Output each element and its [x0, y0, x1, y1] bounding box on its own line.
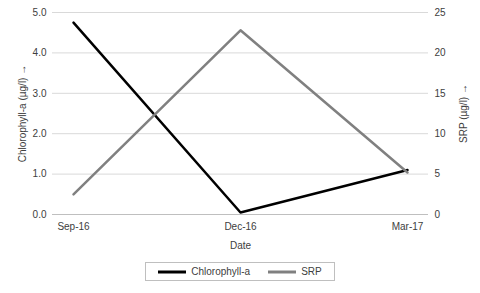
svg-text:5: 5: [435, 168, 441, 179]
svg-text:5.0: 5.0: [33, 7, 47, 18]
svg-text:Mar-17: Mar-17: [392, 221, 424, 232]
svg-text:1.0: 1.0: [33, 168, 47, 179]
svg-text:Date: Date: [230, 240, 252, 251]
svg-text:Sep-16: Sep-16: [57, 221, 90, 232]
svg-text:20: 20: [435, 47, 447, 58]
svg-text:10: 10: [435, 128, 447, 139]
svg-text:4.0: 4.0: [33, 47, 47, 58]
svg-text:Dec-16: Dec-16: [224, 221, 257, 232]
svg-text:SRP (µg/l) →: SRP (µg/l) →: [458, 84, 469, 143]
svg-text:2.0: 2.0: [33, 128, 47, 139]
svg-text:0.0: 0.0: [33, 209, 47, 220]
svg-text:25: 25: [435, 7, 447, 18]
svg-text:0: 0: [435, 209, 441, 220]
html-text:SRP: SRP: [301, 266, 322, 277]
svg-text:Chlorophyll-a (µg/l) →: Chlorophyll-a (µg/l) →: [17, 65, 28, 162]
svg-text:15: 15: [435, 88, 447, 99]
svg-text:3.0: 3.0: [33, 88, 47, 99]
html-text:Chlorophyll-a: Chlorophyll-a: [191, 266, 251, 277]
